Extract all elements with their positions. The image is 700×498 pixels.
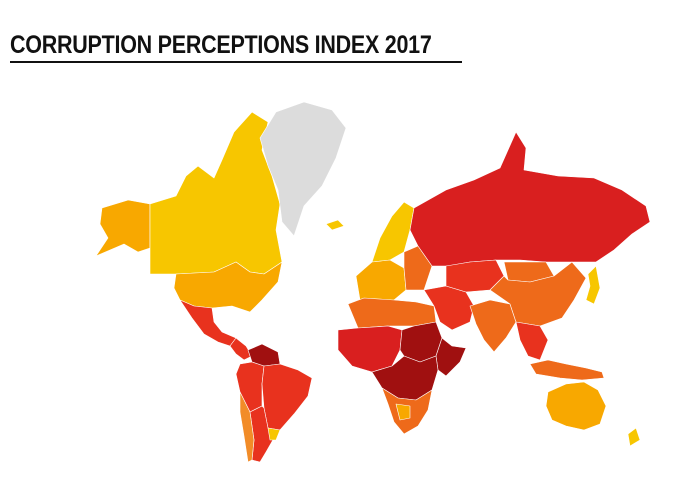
region-alaska[interactable] xyxy=(95,199,151,257)
region-southeast-asia[interactable] xyxy=(515,321,549,361)
region-south-asia[interactable] xyxy=(469,299,517,353)
region-australia[interactable] xyxy=(545,381,607,431)
region-western-europe[interactable] xyxy=(355,259,407,305)
page-title: CORRUPTION PERCEPTIONS INDEX 2017 xyxy=(10,31,432,59)
region-chile[interactable] xyxy=(239,391,255,463)
region-russia[interactable] xyxy=(409,131,651,267)
region-uruguay[interactable] xyxy=(267,427,281,441)
region-north-africa[interactable] xyxy=(347,297,437,329)
region-iceland[interactable] xyxy=(325,219,345,231)
region-japan[interactable] xyxy=(585,265,601,305)
region-indonesia[interactable] xyxy=(529,359,605,381)
region-horn-of-africa[interactable] xyxy=(435,337,467,377)
title-underline xyxy=(10,61,462,63)
region-brazil[interactable] xyxy=(261,363,313,431)
region-botswana[interactable] xyxy=(395,403,411,421)
region-central-america[interactable] xyxy=(229,337,253,361)
region-sahel[interactable] xyxy=(337,325,403,373)
region-greenland[interactable] xyxy=(259,101,347,237)
region-new-zealand[interactable] xyxy=(627,427,641,447)
